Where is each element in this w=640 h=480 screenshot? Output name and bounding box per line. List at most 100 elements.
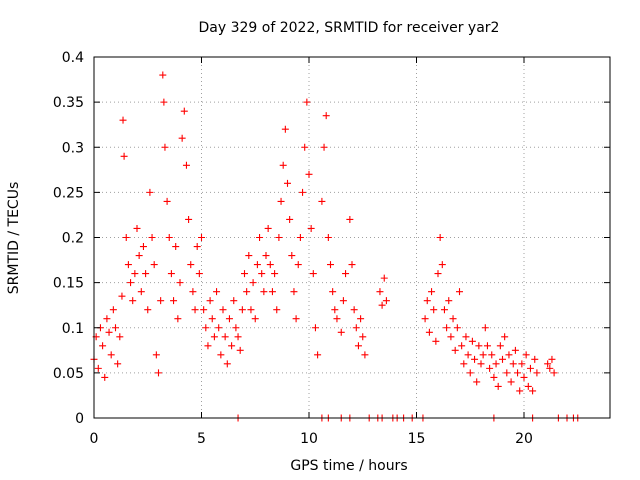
data-point bbox=[271, 270, 279, 278]
x-tick-label: 5 bbox=[197, 431, 206, 447]
data-point bbox=[436, 234, 444, 241]
data-point bbox=[301, 143, 309, 151]
data-point bbox=[228, 342, 236, 350]
x-tick-label: 10 bbox=[300, 431, 318, 447]
data-point bbox=[516, 387, 524, 395]
y-tick-label: 0.2 bbox=[62, 231, 84, 247]
data-point bbox=[494, 382, 502, 390]
data-point bbox=[520, 373, 528, 381]
data-point bbox=[281, 125, 289, 133]
data-point bbox=[187, 261, 195, 269]
data-point bbox=[119, 116, 127, 124]
data-point bbox=[440, 306, 448, 314]
data-point bbox=[350, 306, 358, 314]
data-point bbox=[464, 351, 472, 359]
data-point bbox=[361, 351, 369, 359]
data-point bbox=[202, 324, 210, 332]
y-tick-label: 0.15 bbox=[53, 276, 84, 292]
data-point bbox=[213, 288, 221, 296]
data-point bbox=[195, 270, 203, 278]
data-point bbox=[122, 234, 130, 241]
data-point bbox=[309, 270, 317, 278]
data-point bbox=[107, 351, 115, 359]
data-point bbox=[290, 288, 298, 296]
data-point bbox=[518, 360, 526, 368]
data-point bbox=[105, 328, 113, 336]
data-point bbox=[170, 297, 178, 305]
data-point bbox=[354, 342, 362, 350]
data-point bbox=[225, 315, 233, 323]
y-tick-label: 0.4 bbox=[62, 50, 84, 66]
data-point bbox=[120, 152, 128, 160]
data-point bbox=[198, 234, 205, 241]
data-point bbox=[346, 215, 354, 223]
data-point bbox=[112, 324, 119, 332]
data-point bbox=[275, 234, 283, 241]
data-point bbox=[462, 333, 470, 341]
data-point bbox=[443, 324, 451, 332]
data-point bbox=[152, 351, 160, 359]
y-tick-label: 0.25 bbox=[53, 185, 84, 201]
data-point bbox=[481, 324, 489, 332]
data-point bbox=[378, 301, 386, 309]
data-point bbox=[292, 315, 300, 323]
data-point bbox=[314, 351, 322, 359]
y-tick-label: 0.3 bbox=[62, 140, 84, 156]
data-point bbox=[99, 342, 107, 350]
data-point bbox=[217, 351, 225, 359]
data-point bbox=[305, 170, 313, 178]
data-point bbox=[116, 333, 124, 341]
x-tick-label: 0 bbox=[90, 431, 99, 447]
data-point bbox=[339, 297, 347, 305]
data-point bbox=[376, 288, 384, 296]
data-point bbox=[475, 342, 483, 350]
data-point bbox=[531, 355, 539, 363]
data-point bbox=[503, 369, 511, 377]
data-point bbox=[238, 306, 246, 314]
data-point bbox=[359, 333, 367, 341]
data-point bbox=[428, 288, 436, 296]
data-point bbox=[185, 215, 193, 223]
data-point bbox=[172, 243, 180, 251]
data-point bbox=[327, 261, 334, 269]
data-point bbox=[488, 351, 496, 359]
data-point bbox=[118, 292, 126, 300]
data-point bbox=[299, 188, 307, 196]
data-point bbox=[131, 270, 139, 278]
data-point bbox=[492, 360, 500, 368]
data-point bbox=[352, 324, 360, 332]
data-point bbox=[447, 333, 455, 341]
data-point bbox=[453, 324, 461, 332]
data-point bbox=[262, 252, 270, 260]
data-point bbox=[514, 369, 522, 377]
data-point bbox=[460, 360, 468, 368]
data-point bbox=[189, 288, 197, 296]
data-point bbox=[234, 333, 242, 341]
data-point bbox=[486, 364, 494, 372]
y-tick-label: 0.35 bbox=[53, 95, 84, 111]
data-point bbox=[210, 333, 218, 341]
data-point bbox=[322, 112, 330, 120]
data-points bbox=[90, 71, 582, 422]
data-point bbox=[303, 98, 311, 106]
data-point bbox=[505, 351, 513, 359]
data-point bbox=[268, 288, 276, 296]
data-point bbox=[258, 270, 266, 278]
data-point bbox=[127, 279, 135, 287]
data-point bbox=[150, 261, 158, 269]
x-tick-label: 15 bbox=[408, 431, 426, 447]
data-point bbox=[249, 279, 257, 287]
y-axis-label: SRMTID / TECUs bbox=[6, 182, 22, 295]
data-point bbox=[101, 373, 109, 381]
data-point bbox=[286, 215, 294, 223]
data-point bbox=[337, 328, 345, 336]
data-point bbox=[182, 161, 190, 169]
data-point bbox=[329, 288, 337, 296]
data-point bbox=[529, 387, 537, 395]
data-point bbox=[139, 243, 147, 251]
data-point bbox=[421, 315, 429, 323]
data-point bbox=[507, 378, 515, 386]
data-point bbox=[311, 324, 319, 332]
data-point bbox=[191, 306, 199, 314]
data-point bbox=[533, 369, 541, 377]
